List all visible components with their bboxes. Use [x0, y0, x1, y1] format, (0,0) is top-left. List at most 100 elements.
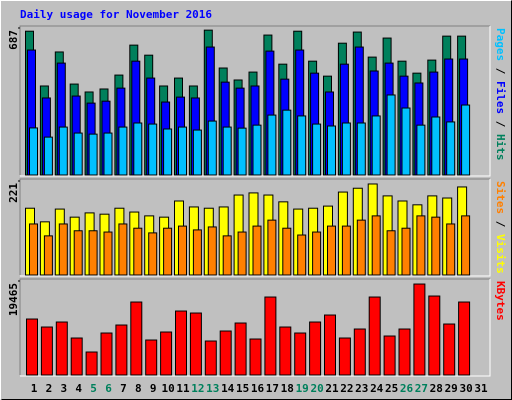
panel-frame-dark	[19, 178, 490, 275]
bar	[145, 339, 158, 376]
x-tick-label: 1	[31, 382, 38, 395]
bar	[324, 314, 336, 376]
legend-separator: /	[494, 114, 507, 134]
x-tick-label: 23	[355, 382, 368, 395]
bar	[327, 125, 336, 176]
bar	[222, 126, 232, 176]
bar	[163, 227, 173, 276]
bar	[401, 227, 411, 276]
bar	[178, 225, 187, 276]
bar	[100, 332, 113, 376]
x-tick-label: 19	[296, 382, 309, 395]
x-tick-label: 31	[474, 382, 488, 395]
bar	[252, 124, 262, 176]
panel-frame-dark	[19, 278, 490, 375]
x-tick-label: 18	[281, 382, 294, 395]
bar	[356, 122, 366, 176]
x-tick-label: 22	[340, 382, 353, 395]
x-tick-label: 30	[459, 382, 472, 395]
panel-frame-dark	[19, 25, 490, 175]
x-tick-label: 17	[266, 382, 279, 395]
bar	[386, 94, 396, 176]
bar	[267, 219, 277, 276]
legend: Pages / Files / Hits	[494, 28, 507, 161]
bar	[309, 321, 322, 376]
bar	[312, 123, 322, 176]
bar	[416, 215, 426, 276]
x-tick-label: 26	[400, 382, 414, 395]
bar	[264, 296, 277, 376]
bar	[163, 128, 173, 176]
bar	[133, 122, 143, 176]
bar	[73, 132, 83, 176]
bar	[371, 115, 381, 176]
panel-frame-light	[20, 26, 491, 177]
bar	[118, 126, 128, 176]
bar	[148, 123, 158, 176]
legend: Sites / Visits	[494, 181, 507, 274]
x-tick-label: 27	[415, 382, 428, 395]
bar	[189, 312, 202, 376]
x-tick-label: 21	[325, 382, 339, 395]
bar	[207, 226, 217, 276]
bar	[178, 126, 187, 176]
panel-frame-light	[20, 179, 491, 277]
x-tick-label: 10	[161, 382, 174, 395]
x-tick-label: 16	[251, 382, 265, 395]
bar	[413, 283, 426, 376]
bar	[70, 337, 83, 376]
bar	[338, 337, 351, 376]
bar	[115, 324, 128, 376]
bar	[398, 328, 411, 376]
legend-entry: Hits	[494, 134, 507, 161]
bar	[461, 215, 471, 276]
bar	[219, 330, 232, 376]
bar	[234, 322, 247, 376]
bar	[207, 120, 217, 176]
bar	[85, 351, 98, 376]
x-tick-label: 11	[176, 382, 190, 395]
x-tick-label: 8	[135, 382, 142, 395]
bar	[249, 338, 262, 376]
bar	[431, 116, 441, 176]
x-tick-label: 7	[120, 382, 127, 395]
legend-separator: /	[494, 61, 507, 81]
bar	[88, 230, 98, 276]
bar	[341, 225, 351, 276]
bar	[103, 231, 113, 276]
bar	[237, 127, 247, 176]
bar	[431, 216, 441, 276]
bar	[29, 223, 38, 276]
bar	[43, 235, 53, 276]
bar	[252, 225, 262, 276]
bar	[458, 301, 471, 376]
bar	[204, 340, 217, 376]
x-tick-label: 2	[46, 382, 53, 395]
bar	[55, 321, 68, 376]
bar	[371, 215, 381, 276]
bar	[386, 230, 396, 276]
bar	[279, 326, 292, 376]
bar	[341, 122, 351, 176]
bar	[312, 231, 322, 276]
bar	[26, 318, 38, 376]
bar	[267, 114, 277, 176]
y-tick-label: 221	[7, 183, 20, 203]
bar	[118, 223, 128, 276]
bar	[192, 229, 202, 276]
legend-entry: Files	[494, 81, 507, 114]
x-tick-label: 3	[60, 382, 67, 395]
bar	[175, 310, 187, 376]
bar	[282, 227, 292, 276]
legend-entry: Visits	[494, 234, 507, 274]
legend: KBytes	[494, 281, 507, 321]
bar	[443, 323, 456, 376]
x-tick-label: 15	[236, 382, 249, 395]
chart-title: Daily usage for November 2016	[20, 8, 212, 21]
bar	[327, 225, 336, 276]
x-tick-label: 25	[385, 382, 398, 395]
bar	[40, 326, 53, 376]
legend-entry: KBytes	[494, 281, 507, 321]
bar	[282, 109, 292, 176]
